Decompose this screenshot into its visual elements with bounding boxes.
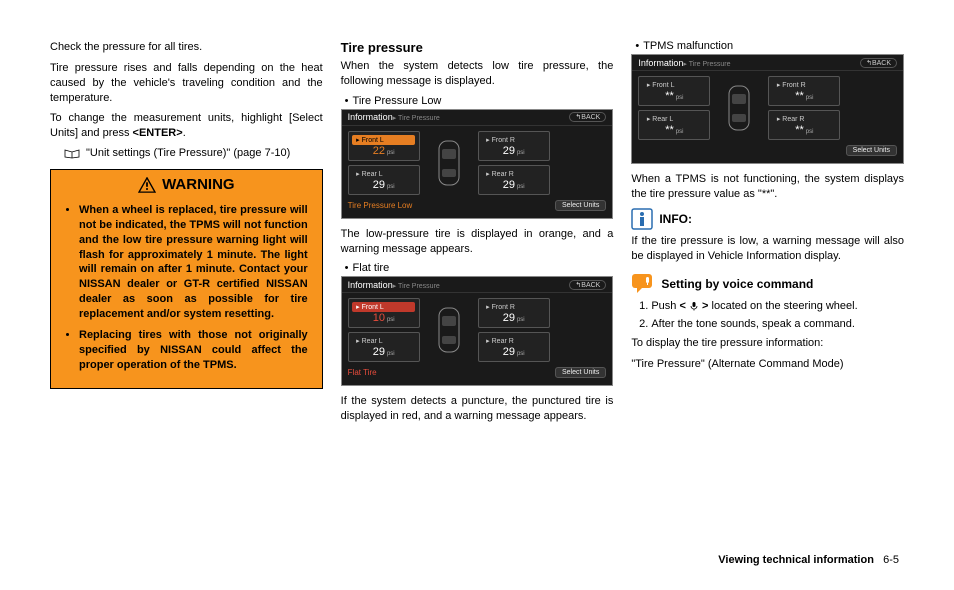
text-puncture: If the system detects a puncture, the pu…: [341, 394, 614, 424]
column-2: Tire pressure When the system detects lo…: [341, 40, 614, 430]
tire-front-left: ▸ Front L22psi: [348, 131, 420, 161]
display-flat-tire: Information▸ Tire Pressure ↰BACK ▸ Front…: [341, 276, 614, 386]
warning-triangle-icon: [138, 177, 156, 193]
car-top-icon: [424, 297, 474, 363]
column-3: TPMS malfunction Information▸ Tire Press…: [631, 40, 904, 430]
back-button: ↰BACK: [569, 112, 606, 122]
text-change-units: To change the measurement units, highlig…: [50, 111, 323, 141]
column-1: Check the pressure for all tires. Tire p…: [50, 40, 323, 430]
voice-steps: Push < > located on the steering wheel. …: [631, 299, 904, 332]
car-top-icon: [424, 130, 474, 196]
back-button: ↰BACK: [860, 58, 897, 68]
voice-step-2: After the tone sounds, speak a command.: [651, 317, 904, 332]
tire-front-right: ▸ Front R**psi: [768, 76, 840, 106]
select-units-button: Select Units: [846, 145, 897, 156]
tire-rear-left: ▸ Rear L29psi: [348, 165, 420, 195]
info-label-row: INFO:: [631, 208, 904, 230]
select-units-button: Select Units: [555, 367, 606, 378]
text-check-pressure: Check the pressure for all tires.: [50, 40, 323, 55]
tire-rear-right: ▸ Rear R29psi: [478, 165, 550, 195]
text-to-display: To display the tire pressure information…: [631, 336, 904, 351]
text-detect-low: When the system detects low tire pressur…: [341, 59, 614, 89]
voice-step-1: Push < > located on the steering wheel.: [651, 299, 904, 314]
warning-title: WARNING: [51, 170, 322, 197]
back-button: ↰BACK: [569, 280, 606, 290]
page-footer: Viewing technical information 6-5: [718, 554, 899, 566]
bullet-tpms: TPMS malfunction: [631, 40, 904, 52]
text-info-body: If the tire pressure is low, a warning m…: [631, 234, 904, 264]
tire-rear-left: ▸ Rear L29psi: [348, 332, 420, 362]
tire-front-left: ▸ Front L10psi: [348, 298, 420, 328]
tire-front-right: ▸ Front R29psi: [478, 298, 550, 328]
bullet-flat-tire: Flat tire: [341, 262, 614, 274]
display-low-pressure: Information▸ Tire Pressure ↰BACK ▸ Front…: [341, 109, 614, 219]
display-tpms-malfunction: Information▸ Tire Pressure ↰BACK ▸ Front…: [631, 54, 904, 164]
text-pressure-rises: Tire pressure rises and falls depending …: [50, 61, 323, 106]
mic-icon: [689, 301, 699, 311]
select-units-button: Select Units: [555, 200, 606, 211]
tire-rear-left: ▸ Rear L**psi: [638, 110, 710, 140]
tire-front-right: ▸ Front R29psi: [478, 131, 550, 161]
cross-reference: "Unit settings (Tire Pressure)" (page 7-…: [64, 147, 323, 159]
info-icon: [631, 208, 653, 230]
manual-ref-icon: [64, 149, 80, 159]
bullet-pressure-low: Tire Pressure Low: [341, 95, 614, 107]
heading-tire-pressure: Tire pressure: [341, 40, 614, 55]
tire-rear-right: ▸ Rear R29psi: [478, 332, 550, 362]
text-low-orange: The low-pressure tire is displayed in or…: [341, 227, 614, 257]
tire-rear-right: ▸ Rear R**psi: [768, 110, 840, 140]
warning-box: WARNING When a wheel is replaced, tire p…: [50, 169, 323, 389]
warning-item-1: When a wheel is replaced, tire pressure …: [79, 203, 308, 322]
voice-command-row: Setting by voice command: [631, 273, 904, 295]
text-tpms-not-functioning: When a TPMS is not functioning, the syst…: [631, 172, 904, 202]
warning-body: When a wheel is replaced, tire pressure …: [51, 197, 322, 388]
tire-front-left: ▸ Front L**psi: [638, 76, 710, 106]
warning-item-2: Replacing tires with those not originall…: [79, 328, 308, 373]
text-command-phrase: "Tire Pressure" (Alternate Command Mode): [631, 357, 904, 372]
voice-bubble-icon: [631, 273, 655, 295]
car-top-icon: [714, 75, 764, 141]
